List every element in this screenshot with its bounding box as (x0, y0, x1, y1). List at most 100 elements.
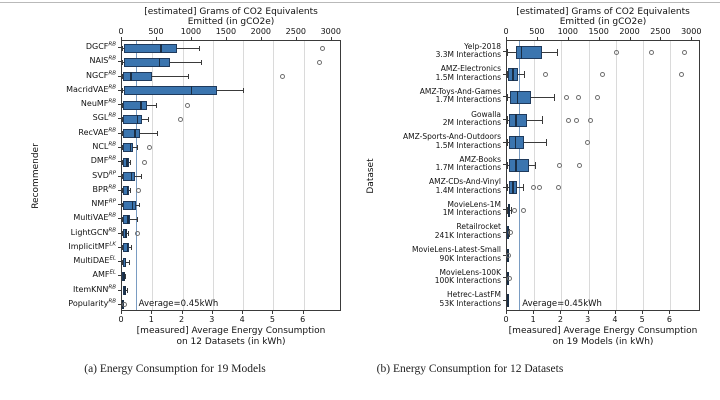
whisker-high (128, 161, 131, 163)
average-line (519, 41, 521, 310)
bottom-tick (587, 311, 589, 314)
box (122, 129, 140, 139)
bottom-tick-label: 3 (209, 315, 215, 324)
whisker-high (509, 209, 511, 211)
whisker-cap-high (554, 93, 556, 102)
top-axis-title-line2: Emitted (in gCO2e) (559, 17, 647, 27)
category-superscript: LK (109, 241, 116, 248)
whisker-cap-low (122, 216, 123, 222)
whisker-high (127, 233, 129, 235)
category-superscript: RB (108, 55, 116, 62)
whisker-cap-high (130, 159, 132, 165)
y-tick (118, 289, 121, 291)
y-tick (118, 189, 121, 191)
whisker-cap-low (122, 116, 123, 122)
category-name: Yelp-2018 (464, 41, 501, 51)
outlier-point (280, 74, 286, 80)
category-name: BPR (92, 184, 109, 194)
caption-a: (a) Energy Consumption for 19 Models (84, 363, 266, 375)
whisker-cap-low (122, 159, 123, 165)
outlier-point (566, 117, 572, 123)
top-tick-label: 2500 (285, 27, 306, 36)
category-name: ItemKNN (72, 284, 109, 294)
whisker-low (507, 51, 517, 53)
category-superscript: RB (108, 41, 116, 48)
y-tick (503, 73, 506, 75)
box (123, 172, 135, 181)
category-name: MacridVAE (66, 84, 109, 94)
box (123, 86, 218, 96)
bottom-tick (614, 311, 616, 314)
bottom-tick (506, 311, 507, 314)
outlier-point (134, 231, 140, 237)
y-tick (118, 218, 121, 220)
outlier-point (613, 49, 619, 55)
outlier-point (508, 230, 514, 236)
gridline (643, 41, 645, 310)
bottom-axis-title-line1: [measured] Average Energy Consumption (136, 326, 326, 336)
category-name: AMZ-CDs-And-Vinyl (428, 177, 501, 187)
y-tick (118, 303, 121, 305)
whisker-high (126, 261, 129, 263)
whisker-cap-high (188, 74, 189, 80)
bottom-tick-label: 4 (239, 315, 245, 324)
whisker-high (147, 104, 157, 106)
median-line (516, 90, 518, 104)
whisker-cap-high (126, 288, 128, 294)
category-superscript: EL (109, 255, 116, 262)
category-interactions: 1.5M Interactions (435, 72, 501, 82)
whisker-cap-low (507, 139, 508, 147)
whisker-low (507, 96, 511, 98)
top-tick (629, 37, 631, 40)
category-label: SGLRB (28, 113, 116, 122)
category-interactions: 1.4M Interactions (435, 185, 501, 195)
whisker-cap-high (535, 161, 537, 169)
whisker-cap-low (122, 174, 123, 179)
whisker-high (530, 96, 555, 98)
category-label: BPRRB (28, 184, 116, 194)
top-tick-label: 0 (118, 27, 124, 36)
gridline (273, 41, 275, 310)
category-label: Retailrocket 241K Interactions (393, 223, 501, 240)
category-label: NCLRB (28, 142, 116, 151)
whisker-cap-low (507, 161, 508, 169)
bottom-tick-label: 1 (148, 315, 154, 324)
category-interactions: 100K Interactions (434, 276, 501, 286)
top-tick-label: 1500 (588, 27, 609, 36)
bottom-tick-label: 1 (530, 315, 536, 324)
category-label: NMFRP (28, 199, 116, 208)
box (122, 243, 129, 253)
whisker-cap-high (524, 71, 526, 79)
average-line-label: Average=0.45kWh (522, 299, 602, 309)
category-superscript: RB (108, 212, 116, 219)
bottom-axis-title-line2: on 12 Datasets (in kWh) (176, 337, 286, 347)
bottom-tick-label: 2 (557, 315, 563, 324)
whisker-cap-low (507, 48, 508, 56)
category-label: Yelp-2018 3.3M Interactions (393, 41, 501, 60)
bottom-axis-title-line2: on 19 Models (in kWh) (552, 337, 654, 347)
whisker-cap-low (507, 71, 508, 79)
whisker-cap-high (130, 188, 132, 194)
box (122, 157, 129, 167)
category-interactions: 241K Interactions (434, 230, 501, 240)
median-line (515, 158, 517, 172)
bottom-tick (533, 311, 535, 314)
category-superscript: RP (108, 169, 116, 176)
outlier-point (141, 159, 147, 165)
y-tick (503, 299, 506, 301)
category-label: ItemKNNRB (28, 284, 116, 294)
whisker-high (141, 118, 148, 120)
y-tick (503, 231, 506, 233)
whisker-cap-high (125, 273, 127, 279)
whisker-cap-low (122, 131, 123, 137)
whisker-cap-low (122, 145, 123, 151)
outlier-point (506, 253, 512, 259)
category-label: DGCFRB (28, 42, 116, 51)
y-axis-title: Recommender (31, 142, 41, 209)
y-tick (118, 61, 121, 63)
category-label: MovieLens-100K 100K Interactions (393, 268, 501, 286)
bottom-tick-label: 6 (666, 315, 672, 324)
bottom-axis-title-line1: [measured] Average Energy Consumption (508, 326, 698, 336)
category-label: SVDRP (28, 169, 116, 179)
whisker-cap-high (137, 145, 139, 151)
